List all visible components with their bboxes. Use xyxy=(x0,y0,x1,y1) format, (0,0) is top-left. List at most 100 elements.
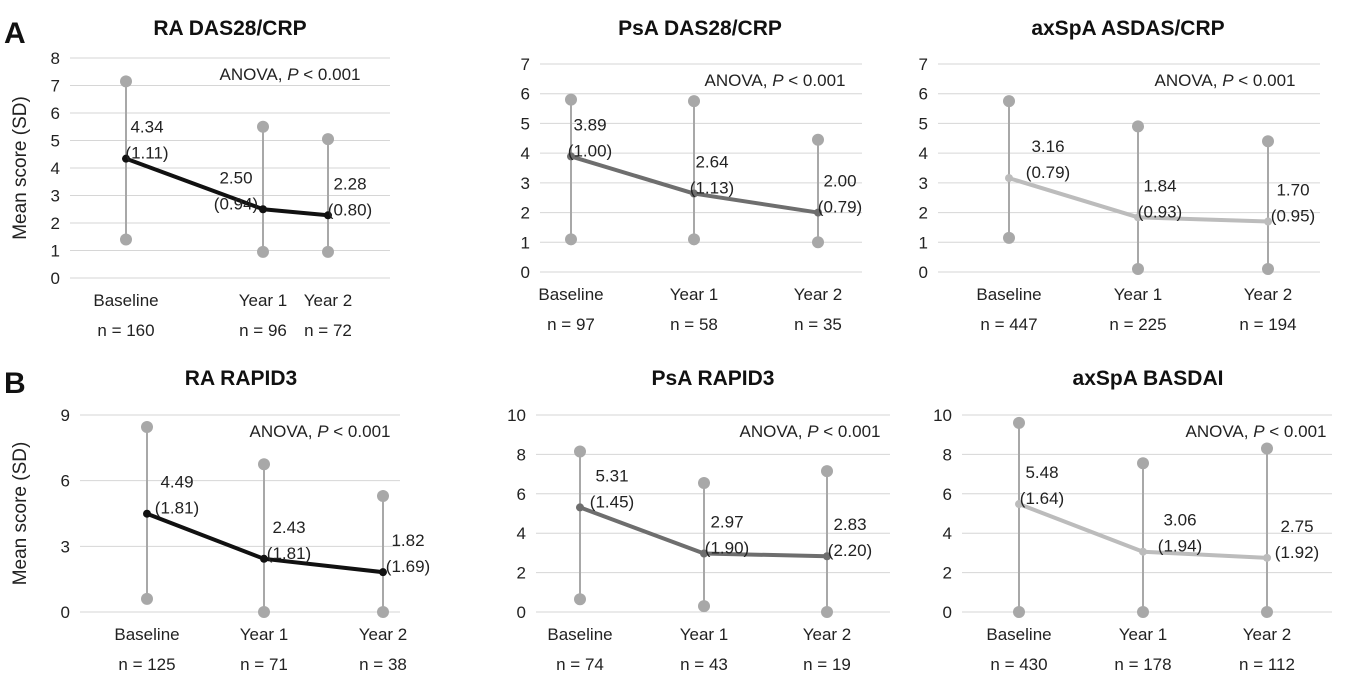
y-tick-label: 2 xyxy=(919,204,928,223)
mean-point xyxy=(259,205,267,214)
y-tick-label: 6 xyxy=(517,485,526,504)
x-category-label: Year 2 xyxy=(304,291,353,310)
y-tick-label: 5 xyxy=(919,114,928,133)
y-tick-label: 7 xyxy=(521,55,530,74)
range-max-point xyxy=(1137,457,1149,470)
mean-point xyxy=(567,152,575,161)
sd-data-label: (2.20) xyxy=(828,541,872,560)
anova-suffix: < 0.001 xyxy=(299,65,361,84)
range-max-point xyxy=(565,93,577,106)
y-tick-label: 8 xyxy=(517,445,526,464)
mean-data-label: 3.06 xyxy=(1163,511,1196,530)
anova-p: P xyxy=(1253,422,1265,441)
anova-p: P xyxy=(287,65,299,84)
y-tick-label: 7 xyxy=(919,55,928,74)
range-min-point xyxy=(1003,231,1015,244)
sd-data-label: (1.94) xyxy=(1158,537,1202,556)
mean-data-label: 5.48 xyxy=(1025,463,1058,482)
range-min-point xyxy=(1132,263,1144,276)
range-max-point xyxy=(698,476,710,489)
x-n-label: n = 35 xyxy=(794,315,842,334)
y-tick-label: 0 xyxy=(51,269,60,288)
anova-suffix: < 0.001 xyxy=(1234,71,1296,90)
sd-data-label: (1.64) xyxy=(1020,489,1064,508)
mean-point xyxy=(1134,213,1142,222)
anova-suffix: < 0.001 xyxy=(329,422,391,441)
mean-data-label: 2.97 xyxy=(710,512,743,531)
mean-data-label: 4.49 xyxy=(160,473,193,492)
chart-title: RA DAS28/CRP xyxy=(153,17,306,40)
y-tick-label: 6 xyxy=(943,485,952,504)
chart-title: PsA DAS28/CRP xyxy=(618,17,782,40)
x-n-label: n = 74 xyxy=(556,655,604,674)
anova-prefix: ANOVA, xyxy=(740,422,808,441)
y-tick-label: 7 xyxy=(51,77,60,96)
x-category-label: Baseline xyxy=(547,625,612,644)
anova-annotation: ANOVA, P < 0.001 xyxy=(1186,422,1327,441)
y-tick-label: 4 xyxy=(51,159,60,178)
mean-point xyxy=(814,208,822,217)
chart-6: axSpA BASDAI 0 2 4 6 8 10 Baseline n = 430 Year 1… xyxy=(933,367,1332,674)
anova-annotation: ANOVA, P < 0.001 xyxy=(705,71,846,90)
range-max-point xyxy=(812,133,824,146)
panel-letter-a: A xyxy=(4,17,26,50)
mean-data-label: 4.34 xyxy=(130,118,163,137)
x-category-label: Year 1 xyxy=(680,625,729,644)
chart-title: axSpA BASDAI xyxy=(1073,367,1224,390)
range-max-point xyxy=(574,445,586,458)
mean-data-label: 2.50 xyxy=(219,168,252,187)
range-min-point xyxy=(698,600,710,613)
x-n-label: n = 194 xyxy=(1239,315,1296,334)
sd-data-label: (1.81) xyxy=(155,499,199,518)
sd-data-label: (0.93) xyxy=(1138,202,1182,221)
x-n-label: n = 71 xyxy=(240,655,288,674)
x-category-label: Baseline xyxy=(538,285,603,304)
x-category-label: Baseline xyxy=(986,625,1051,644)
anova-p: P xyxy=(807,422,819,441)
x-category-label: Year 1 xyxy=(239,291,288,310)
y-axis-label: Mean score (SD) xyxy=(10,442,31,586)
mean-data-label: 2.75 xyxy=(1280,517,1313,536)
y-tick-label: 6 xyxy=(919,85,928,104)
sd-data-label: (1.11) xyxy=(125,144,168,163)
x-category-label: Baseline xyxy=(976,285,1041,304)
sd-data-label: (1.45) xyxy=(590,492,634,511)
anova-prefix: ANOVA, xyxy=(220,65,288,84)
anova-suffix: < 0.001 xyxy=(1265,422,1327,441)
anova-p: P xyxy=(772,71,784,90)
range-min-point xyxy=(574,593,586,606)
sd-data-label: (1.81) xyxy=(267,544,311,563)
sd-data-label: (1.13) xyxy=(690,179,734,198)
range-min-point xyxy=(821,606,833,618)
range-min-point xyxy=(1137,606,1149,618)
range-max-point xyxy=(1132,120,1144,133)
mean-point xyxy=(324,211,332,220)
y-tick-label: 8 xyxy=(51,49,60,68)
range-min-point xyxy=(688,233,700,246)
mean-point xyxy=(1139,547,1147,556)
x-n-label: n = 447 xyxy=(980,315,1037,334)
chart-4: RA RAPID3 0 3 6 9 Mean score (SD) Baseline n = … xyxy=(10,367,430,674)
mean-point xyxy=(690,189,698,198)
range-max-point xyxy=(688,95,700,108)
range-max-point xyxy=(141,421,153,434)
x-n-label: n = 58 xyxy=(670,315,718,334)
range-max-point xyxy=(258,458,270,471)
y-tick-label: 1 xyxy=(521,233,530,252)
y-tick-label: 0 xyxy=(521,263,530,282)
anova-prefix: ANOVA, xyxy=(1155,71,1223,90)
y-tick-label: 6 xyxy=(51,104,60,123)
mean-point xyxy=(1263,553,1271,562)
anova-prefix: ANOVA, xyxy=(1186,422,1254,441)
chart-5: PsA RAPID3 0 2 4 6 8 10 Baseline n = 74 Year 1 n =… xyxy=(507,367,890,674)
y-tick-label: 10 xyxy=(507,406,526,425)
x-n-label: n = 125 xyxy=(118,655,175,674)
mean-point xyxy=(260,554,268,563)
range-max-point xyxy=(821,465,833,478)
range-max-point xyxy=(322,133,334,146)
chart-2: PsA DAS28/CRP 0 1 2 3 4 5 6 7 Baseline n = 97 Year … xyxy=(521,17,863,334)
anova-annotation: ANOVA, P < 0.001 xyxy=(1155,71,1296,90)
range-max-point xyxy=(377,489,389,502)
anova-p: P xyxy=(1222,71,1234,90)
